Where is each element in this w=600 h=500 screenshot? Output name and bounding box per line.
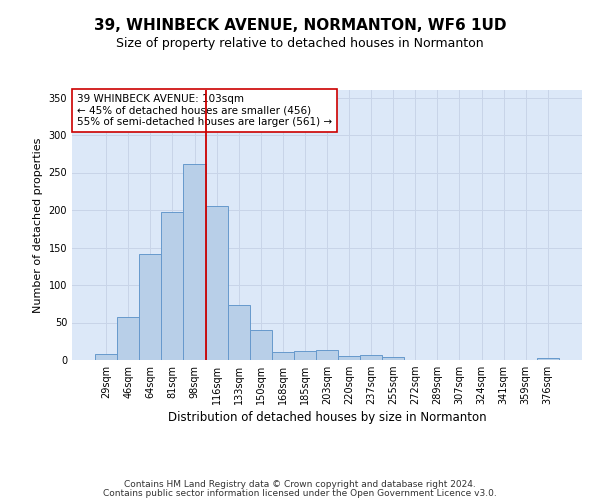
Bar	[95, 354, 117, 360]
Bar	[139, 254, 161, 360]
Bar	[382, 357, 404, 360]
Bar	[294, 351, 316, 360]
Bar	[316, 350, 338, 360]
Y-axis label: Number of detached properties: Number of detached properties	[33, 138, 43, 312]
Bar	[250, 330, 272, 360]
Text: 39, WHINBECK AVENUE, NORMANTON, WF6 1UD: 39, WHINBECK AVENUE, NORMANTON, WF6 1UD	[94, 18, 506, 32]
Text: Contains HM Land Registry data © Crown copyright and database right 2024.: Contains HM Land Registry data © Crown c…	[124, 480, 476, 489]
Bar	[537, 358, 559, 360]
Bar	[117, 318, 139, 360]
Text: 39 WHINBECK AVENUE: 103sqm
← 45% of detached houses are smaller (456)
55% of sem: 39 WHINBECK AVENUE: 103sqm ← 45% of deta…	[77, 94, 332, 127]
X-axis label: Distribution of detached houses by size in Normanton: Distribution of detached houses by size …	[167, 412, 487, 424]
Bar	[206, 206, 227, 360]
Text: Size of property relative to detached houses in Normanton: Size of property relative to detached ho…	[116, 38, 484, 51]
Text: Contains public sector information licensed under the Open Government Licence v3: Contains public sector information licen…	[103, 488, 497, 498]
Bar	[272, 352, 294, 360]
Bar	[227, 304, 250, 360]
Bar	[161, 212, 184, 360]
Bar	[360, 355, 382, 360]
Bar	[338, 356, 360, 360]
Bar	[184, 164, 206, 360]
